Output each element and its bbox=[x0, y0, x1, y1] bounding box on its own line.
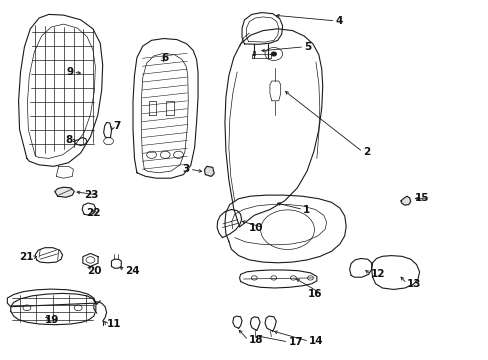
Text: 16: 16 bbox=[307, 289, 322, 300]
Text: 1: 1 bbox=[303, 204, 310, 215]
Text: 20: 20 bbox=[87, 266, 102, 276]
Text: 17: 17 bbox=[288, 337, 303, 347]
Text: 22: 22 bbox=[85, 208, 100, 218]
Text: 12: 12 bbox=[370, 269, 385, 279]
Text: 7: 7 bbox=[113, 121, 121, 131]
Polygon shape bbox=[55, 187, 74, 197]
Text: 9: 9 bbox=[66, 67, 73, 77]
Text: 21: 21 bbox=[19, 252, 33, 262]
Text: 2: 2 bbox=[362, 147, 369, 157]
Text: 23: 23 bbox=[84, 190, 99, 200]
Polygon shape bbox=[400, 196, 410, 205]
Text: 3: 3 bbox=[182, 164, 189, 174]
Text: 14: 14 bbox=[308, 336, 323, 346]
Text: 24: 24 bbox=[124, 266, 139, 276]
Text: 18: 18 bbox=[248, 335, 263, 345]
Text: 6: 6 bbox=[161, 53, 168, 63]
Text: 19: 19 bbox=[45, 315, 59, 325]
Text: 15: 15 bbox=[414, 193, 428, 203]
Text: 10: 10 bbox=[248, 222, 263, 233]
Text: 11: 11 bbox=[106, 319, 121, 329]
Text: 4: 4 bbox=[335, 16, 342, 26]
Text: 5: 5 bbox=[304, 42, 311, 52]
Polygon shape bbox=[204, 166, 214, 176]
Text: 8: 8 bbox=[65, 135, 72, 145]
Text: 13: 13 bbox=[406, 279, 421, 289]
Circle shape bbox=[271, 52, 276, 56]
